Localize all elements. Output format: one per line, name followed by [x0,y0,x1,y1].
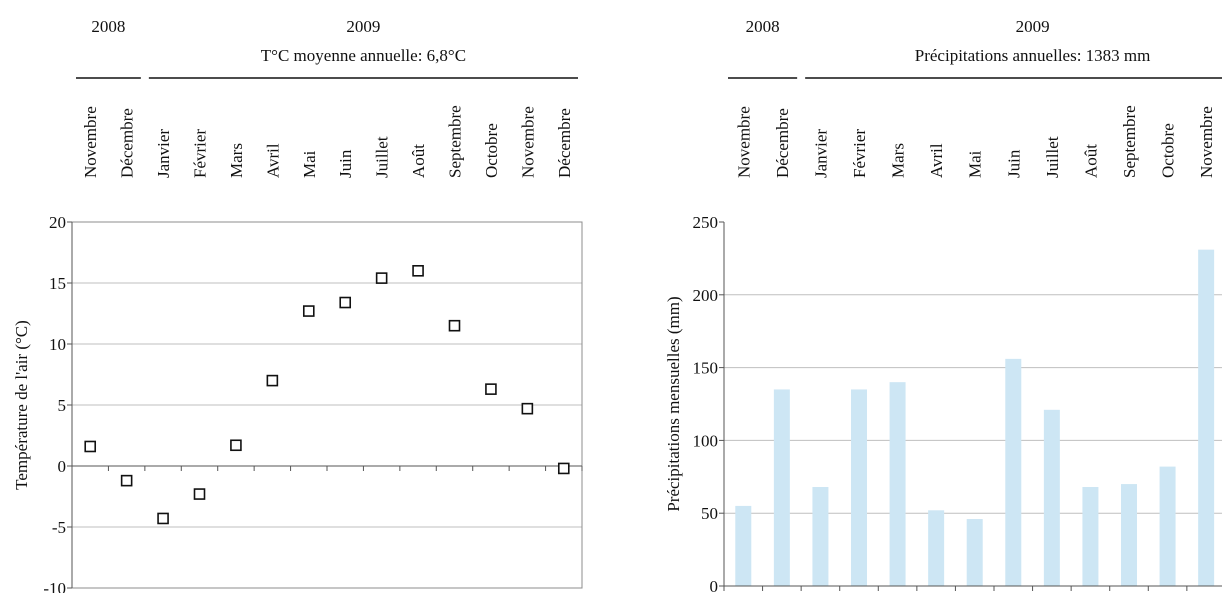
precipitation-bar [1005,358,1022,586]
precipitation-year-2008-label: 2008 [746,17,780,36]
month-label: Avril [927,143,946,178]
y-tick-label: 200 [693,286,719,305]
precipitation-bar [889,382,906,586]
month-label: Novembre [518,106,537,178]
y-tick-label: -10 [43,579,66,593]
precipitation-bar [1082,486,1099,586]
month-label: Juin [336,149,355,178]
precipitation-axes [719,221,1222,591]
y-tick-label: 20 [49,213,66,232]
month-label: Mars [227,143,246,178]
temperature-point [266,374,279,387]
y-tick-label: 15 [49,274,66,293]
precipitation-bar [812,486,829,586]
temperature-points [84,264,570,525]
month-label: Janvier [154,129,173,178]
y-tick-label: 150 [693,359,719,378]
temperature-point [157,512,169,525]
month-label: Décembre [555,108,574,178]
y-tick-label: 10 [49,335,66,354]
month-label: Février [191,129,210,178]
month-label: Août [1081,144,1100,178]
temperature-month-labels: Novembre Décembre Janvier Février Mars Avril M… [81,105,574,178]
temperature-point [84,440,97,453]
precipitation-year-2009-label: 2009 [1016,17,1050,36]
temperature-y-tick-labels: -10 -5 0 5 10 15 20 [43,213,66,593]
month-label: Mai [966,150,985,178]
month-label: Décembre [118,108,137,178]
month-label: Mars [889,143,908,178]
precipitation-gridlines [724,294,1222,514]
temperature-point [448,319,461,332]
precipitation-bar [1198,249,1215,586]
precipitation-bar [1159,466,1176,586]
temperature-axes [67,221,583,589]
precipitation-bars [735,249,1215,586]
y-tick-label: 0 [710,577,719,593]
temperature-y-axis-label: Température de l'air (°C) [12,320,31,490]
precipitation-chart: 2008 2009 Précipitations annuelles: 1383… [664,17,1222,593]
month-label: Février [850,129,869,178]
y-tick-label: 250 [693,213,719,232]
month-label: Juillet [373,136,392,178]
y-tick-label: -5 [52,518,66,537]
precipitation-chart-title: Précipitations annuelles: 1383 mm [915,46,1151,65]
temperature-point [412,264,424,277]
month-label: Mai [300,150,319,178]
temperature-point [521,402,534,415]
month-label: Novembre [734,106,753,178]
temperature-point [230,439,242,452]
temperature-point [557,462,570,475]
month-label: Juin [1004,149,1023,178]
month-label: Octobre [1159,123,1178,178]
precipitation-month-labels: Novembre Décembre Janvier Février Mars Avril M… [734,105,1216,178]
temperature-gridlines [72,282,582,528]
temperature-chart-title: T°C moyenne annuelle: 6,8°C [261,46,466,65]
precipitation-bar [928,510,945,586]
y-tick-label: 5 [58,396,67,415]
temperature-point [485,383,497,395]
month-label: Novembre [81,106,100,178]
y-tick-label: 50 [701,504,718,523]
precipitation-bar [851,389,867,586]
precipitation-bar [966,519,983,586]
temperature-point [193,488,206,500]
temperature-point [339,296,352,309]
temperature-chart: 2008 2009 T°C moyenne annuelle: 6,8°C No… [12,17,583,593]
precipitation-bar [1121,484,1137,586]
month-label: Septembre [446,105,465,178]
month-label: Novembre [1197,106,1216,178]
precipitation-bar [735,505,752,586]
temperature-point [302,305,315,317]
month-label: Janvier [811,129,830,178]
precipitation-y-axis-label: Précipitations mensuelles (mm) [664,296,683,511]
month-label: Août [409,144,428,178]
precipitation-bar [1043,409,1060,586]
month-label: Avril [263,143,282,178]
precipitation-bar [773,389,790,586]
precipitation-y-tick-labels: 0 50 100 150 200 250 [693,213,719,593]
temperature-point [375,272,388,284]
month-label: Décembre [773,108,792,178]
month-label: Octobre [482,123,501,178]
y-tick-label: 0 [58,457,67,476]
y-tick-label: 100 [693,431,719,450]
temperature-year-2009-label: 2009 [346,17,380,36]
month-label: Juillet [1043,136,1062,178]
month-label: Septembre [1120,105,1139,178]
temperature-year-2008-label: 2008 [91,17,125,36]
temperature-point [120,474,133,487]
